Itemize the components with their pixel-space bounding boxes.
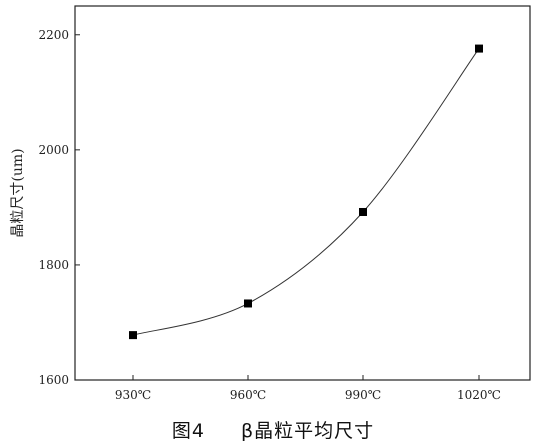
x-axis: 930℃ 960℃ 990℃ 1020℃ (115, 375, 501, 402)
x-tick-label: 1020℃ (457, 388, 501, 402)
x-tick-label: 930℃ (115, 388, 151, 402)
y-axis-title: 晶粒尺寸(um) (10, 148, 26, 237)
y-tick-label: 2200 (38, 28, 69, 42)
figure-number: 图4 (171, 420, 205, 442)
y-tick-label: 1800 (38, 258, 69, 272)
y-axis: 1600 1800 2000 2200 (38, 28, 80, 387)
figure-title: β晶粒平均尺寸 (241, 420, 375, 442)
data-point (359, 207, 367, 216)
data-markers (129, 44, 483, 340)
chart-area: 1600 1800 2000 2200 930℃ 960℃ 990℃ 1020℃ 晶粒尺寸(… (10, 5, 531, 402)
plot-frame (74, 5, 531, 381)
x-tick-label: 990℃ (345, 388, 381, 402)
y-tick-label: 2000 (38, 143, 69, 157)
figure-caption: 图4 β晶粒平均尺寸 (0, 416, 546, 443)
data-point (244, 299, 252, 308)
data-point (129, 331, 137, 340)
series-line (132, 48, 480, 336)
data-point (475, 44, 483, 53)
x-tick-label: 960℃ (230, 388, 266, 402)
y-tick-label: 1600 (38, 373, 69, 387)
